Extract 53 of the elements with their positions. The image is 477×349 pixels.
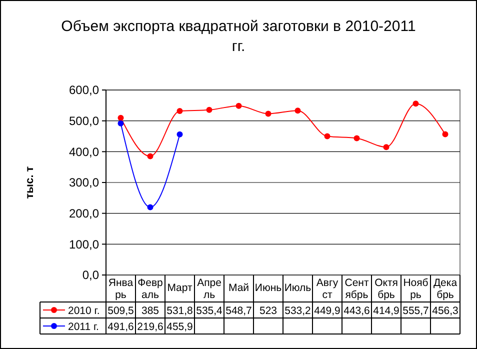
point	[147, 153, 154, 160]
legend-label: 2010 г.	[68, 305, 100, 317]
data-label: 414,9	[373, 305, 400, 317]
data-label: 455,9	[166, 321, 194, 333]
point	[176, 131, 183, 138]
y-tick-label: 400,0	[68, 144, 100, 159]
y-tick-label: 0,0	[82, 268, 100, 282]
y-tick-label: 200,0	[68, 206, 100, 221]
point	[412, 100, 419, 107]
point	[294, 108, 301, 114]
data-label: 456,3	[432, 305, 459, 317]
x-tick-label: Март	[167, 282, 192, 294]
data-label: 535,4	[196, 305, 223, 317]
x-tick-label: Январь	[108, 277, 134, 301]
x-tick-label: Июль	[284, 282, 312, 294]
data-label: 509,5	[108, 305, 134, 317]
x-tick-label: Май	[228, 282, 250, 294]
chart-title: Объем экспорта квадратной заготовки в 2010-2011 гг.	[61, 18, 416, 55]
data-label: 491,6	[108, 321, 134, 333]
legend-label: 2011 г.	[68, 321, 99, 333]
point	[324, 133, 330, 140]
data-label: 219,6	[137, 321, 164, 333]
x-tick-label: Ноябрь	[403, 277, 428, 301]
y-tick-label: 600,0	[68, 83, 100, 98]
y-tick-label: 100,0	[68, 237, 100, 252]
data-label: 449,9	[314, 305, 341, 317]
data-label: 555,7	[402, 305, 430, 317]
point	[176, 108, 183, 114]
x-tick-label: Июнь	[254, 282, 282, 294]
data-label: 548,7	[226, 305, 252, 317]
point	[383, 144, 390, 150]
data-label: 443,6	[344, 305, 370, 317]
x-tick-label: Октябрь	[374, 277, 398, 301]
y-tick-label: 500,0	[68, 114, 100, 128]
y-tick-label: 300,0	[68, 176, 100, 190]
point	[354, 135, 360, 142]
x-tick-label: Декабрь	[433, 277, 458, 301]
x-tick-label: Февраль	[138, 277, 164, 301]
point	[265, 110, 272, 117]
x-tick-label: Сентябрь	[344, 277, 369, 301]
data-label: 385	[141, 305, 160, 317]
x-tick-label: Август	[316, 277, 339, 301]
point	[118, 120, 124, 126]
point	[206, 106, 212, 113]
point	[118, 114, 124, 121]
point	[442, 131, 448, 138]
data-label: 531,8	[166, 305, 194, 317]
data-label: 523	[259, 305, 278, 317]
point	[147, 204, 154, 210]
x-tick-label: Апрель	[197, 277, 222, 301]
data-label: 533,2	[284, 305, 312, 317]
point	[236, 102, 242, 109]
y-axis-title: тыс. т	[24, 166, 36, 199]
